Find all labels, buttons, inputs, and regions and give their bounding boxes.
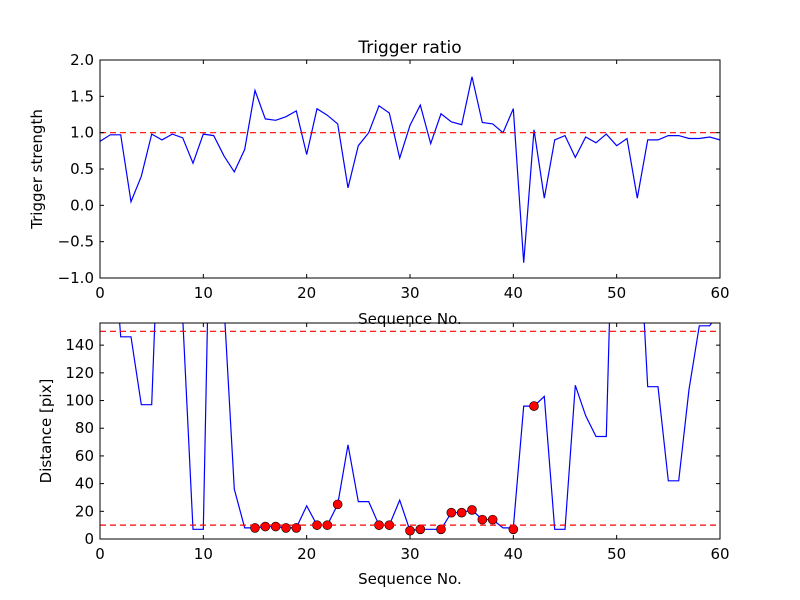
bottom-data-point (270, 521, 281, 532)
bottom-data-point (415, 524, 426, 535)
top-x-tick-label: 10 (194, 284, 213, 302)
top-x-tick-label: 60 (710, 284, 729, 302)
top-chart-title: Trigger ratio (357, 38, 461, 58)
bottom-axes-frame (99, 322, 721, 540)
bottom-x-tick-label: 20 (297, 545, 316, 563)
top-x-tick-label: 0 (95, 284, 105, 302)
bottom-plot-area (100, 323, 720, 536)
bottom-y-tick-label: 60 (75, 447, 94, 465)
bottom-data-point (332, 499, 343, 510)
bottom-y-tick-label: 0 (84, 530, 94, 548)
top-y-tick-label: 1.5 (70, 87, 94, 105)
bottom-y-tick-label: 140 (65, 336, 94, 354)
bottom-x-tick-label: 40 (504, 545, 523, 563)
bottom-x-axis-label: Sequence No. (358, 570, 462, 588)
bottom-data-point (446, 507, 457, 518)
top-y-tick-label: 1.0 (70, 124, 94, 142)
top-y-tick-label: −1.0 (58, 269, 94, 287)
bottom-x-tick-label: 60 (710, 545, 729, 563)
bottom-x-tick-label: 30 (400, 545, 419, 563)
top-axes-frame (99, 59, 721, 279)
bottom-y-tick-label: 80 (75, 419, 94, 437)
bottom-data-point (260, 521, 271, 532)
top-y-tick-label: 0.0 (70, 196, 94, 214)
top-x-tick-label: 50 (607, 284, 626, 302)
bottom-y-tick-label: 40 (75, 475, 94, 493)
bottom-data-point (529, 401, 539, 411)
bottom-data-point (467, 505, 477, 515)
bottom-series-line (119, 323, 713, 532)
bottom-plot: 0 10 20 30 40 50 60 140 120 100 80 60 40 20 0 (65, 322, 730, 563)
top-series-line (100, 76, 720, 263)
top-x-tick-label: 20 (297, 284, 316, 302)
bottom-data-point (436, 524, 446, 535)
bottom-y-tick-label: 20 (75, 502, 94, 520)
bottom-x-tick-label: 0 (95, 545, 105, 563)
bottom-x-tick-label: 50 (607, 545, 626, 563)
bottom-data-point (456, 507, 467, 518)
bottom-y-tick-label: 100 (65, 392, 94, 410)
top-y-tick-label: 0.5 (70, 160, 94, 178)
bottom-y-tick-label: 120 (65, 364, 94, 382)
top-y-tick-label: 2.0 (70, 51, 94, 69)
top-x-tick-label: 30 (400, 284, 419, 302)
bottom-x-tick-label: 10 (194, 545, 213, 563)
bottom-data-point (508, 524, 519, 535)
top-y-tick-label: −0.5 (58, 233, 94, 251)
top-y-axis-label: Trigger strength (28, 109, 46, 230)
bottom-y-axis-label: Distance [pix] (37, 379, 55, 484)
bottom-data-point (405, 525, 415, 536)
top-plot: 0 10 20 30 40 50 60 2.0 1.5 1.0 0.5 0.0 −0.5 −1.0 (58, 51, 730, 302)
top-x-tick-label: 40 (504, 284, 523, 302)
bottom-data-point (477, 514, 488, 525)
bottom-data-point (487, 514, 498, 525)
top-plot-area (100, 76, 720, 263)
